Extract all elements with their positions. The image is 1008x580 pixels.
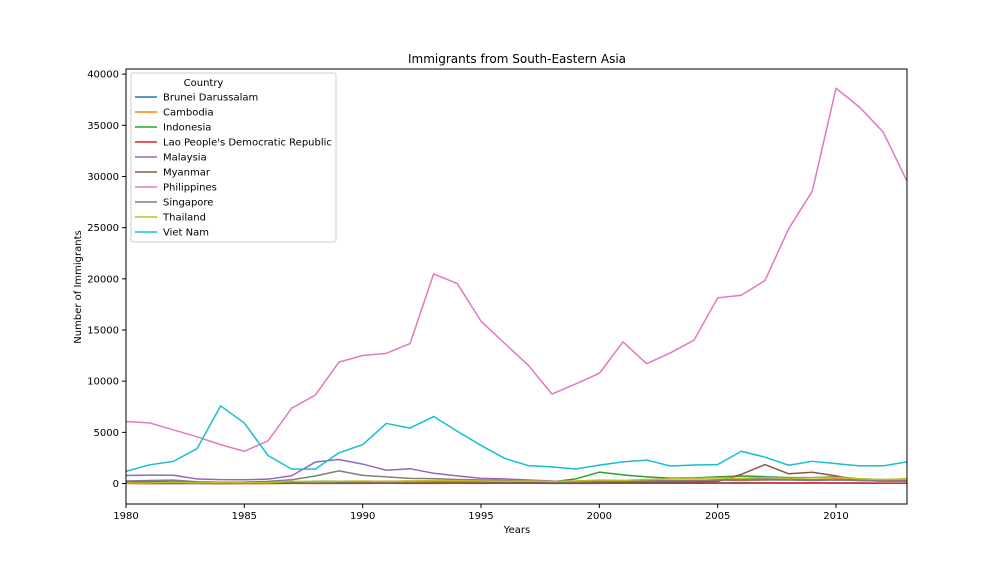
x-tick-label: 2005: [705, 511, 730, 522]
y-tick-label: 20000: [87, 274, 119, 285]
axes: 1980 1985 1990 1995 2000 2005 2010 0 5000 10000 15…: [87, 68, 908, 522]
x-tick-label: 2000: [587, 511, 612, 522]
series-line-malaysia: [126, 458, 907, 483]
series-line-philippines: [126, 87, 907, 453]
chart-title: Immigrants from South-Eastern Asia: [408, 52, 626, 66]
y-tick-label: 35000: [87, 121, 119, 132]
y-tick-label: 10000: [87, 377, 119, 388]
legend: Country Brunei Darussalam Cambodia Indonesi…: [130, 72, 337, 243]
y-tick-label: 15000: [87, 326, 119, 337]
legend-entry-label: Myanmar: [163, 168, 211, 179]
x-tick-label: 1995: [468, 511, 493, 522]
x-tick-label: 1990: [350, 511, 375, 522]
x-tick-label: 2010: [823, 511, 848, 522]
plot-area: [126, 87, 907, 485]
series-line-viet-nam: [126, 405, 907, 473]
plot-frame: [125, 68, 908, 505]
y-tick-label: 0: [113, 479, 119, 490]
legend-entry-label: Singapore: [163, 198, 213, 209]
legend-entry-label: Viet Nam: [163, 228, 209, 239]
legend-entry-label: Lao People's Democratic Republic: [163, 138, 332, 149]
legend-entry-label: Malaysia: [163, 153, 207, 164]
y-tick-label: 5000: [94, 428, 119, 439]
x-axis-label: Years: [503, 525, 530, 536]
series-line-thailand: [126, 476, 907, 484]
legend-entry-label: Brunei Darussalam: [163, 93, 258, 104]
legend-entry-label: Philippines: [163, 183, 217, 194]
legend-title: Country: [184, 78, 224, 89]
x-tick-label: 1985: [232, 511, 257, 522]
y-tick-label: 25000: [87, 223, 119, 234]
y-tick-label: 40000: [87, 70, 119, 81]
legend-entry-label: Thailand: [162, 213, 206, 224]
legend-box: [130, 72, 337, 243]
legend-entry-label: Indonesia: [163, 123, 211, 134]
legend-entry-label: Cambodia: [163, 108, 214, 119]
y-tick-label: 30000: [87, 172, 119, 183]
y-axis-label: Number of Immigrants: [73, 230, 84, 343]
x-tick-label: 1980: [113, 511, 138, 522]
